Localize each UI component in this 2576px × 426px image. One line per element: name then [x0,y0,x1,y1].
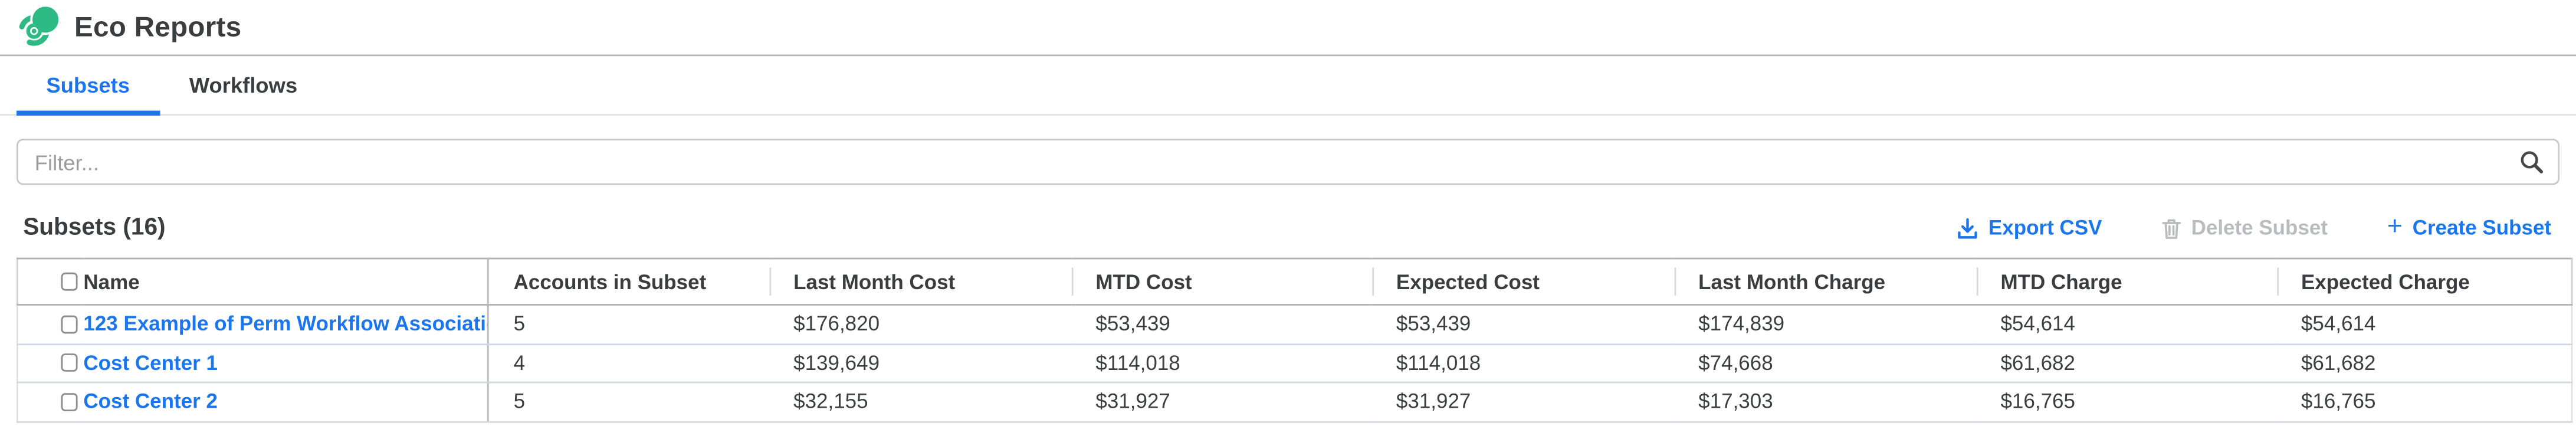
delete-subset-label: Delete Subset [2191,216,2328,240]
cell-mtd-cost: $53,439 [1071,304,1371,345]
cell-accounts: 5 [488,382,769,422]
subset-name-link[interactable]: Cost Center 1 [83,351,218,375]
row-checkbox[interactable] [61,353,78,372]
delete-subset-button[interactable]: Delete Subset [2161,217,2328,240]
filter-bar [16,139,2560,185]
export-csv-label: Export CSV [1988,216,2102,240]
col-header-expected-cost: Expected Cost [1371,257,1674,306]
col-header-last-month-charge: Last Month Charge [1673,257,1976,306]
row-checkbox[interactable] [61,392,78,411]
tab-workflows[interactable]: Workflows [159,56,327,114]
row-checkbox[interactable] [61,314,78,333]
trash-icon [2162,218,2181,238]
cell-accounts: 4 [488,343,769,384]
tab-subsets-label: Subsets [46,73,130,98]
cell-accounts: 5 [488,304,769,345]
cell-last-month-cost: $139,649 [769,343,1071,384]
cell-mtd-cost: $31,927 [1071,382,1371,422]
cell-expected-cost: $114,018 [1371,343,1674,384]
create-subset-button[interactable]: + Create Subset [2387,213,2552,241]
cell-expected-charge: $16,765 [2276,382,2573,422]
col-header-accounts: Accounts in Subset [488,257,769,306]
table-row: Cost Center 2 5 $32,155 $31,927 $31,927 … [16,382,2573,422]
tab-bar: Subsets Workflows [0,56,2576,116]
section-title: Subsets (16) [23,214,166,241]
select-all-checkbox[interactable] [61,272,78,291]
plus-icon: + [2387,213,2403,241]
cell-mtd-charge: $16,765 [1976,382,2276,422]
search-icon[interactable] [2520,150,2544,173]
table-actions: Export CSV Delete Subset + Create Subset [1957,213,2552,241]
filter-input[interactable] [16,139,2560,185]
select-all-cell [16,257,84,306]
subset-name-link[interactable]: Cost Center 2 [83,390,218,414]
cell-last-month-charge: $74,668 [1673,343,1976,384]
cell-last-month-cost: $176,820 [769,304,1071,345]
subset-name-link[interactable]: 123 Example of Perm Workflow Association [83,312,488,336]
cell-last-month-charge: $17,303 [1673,382,1976,422]
cell-expected-charge: $61,682 [2276,343,2573,384]
section-header: Subsets (16) Export CSV Delete Subset + … [23,213,2552,241]
active-tab-underline [16,110,160,116]
eco-swirl-logo-icon [18,6,60,46]
app-header: Eco Reports [0,0,2576,57]
tab-workflows-label: Workflows [189,73,298,98]
cell-last-month-cost: $32,155 [769,382,1071,422]
cell-expected-cost: $53,439 [1371,304,1674,345]
subsets-table: Name Accounts in Subset Last Month Cost … [16,257,2573,422]
cell-last-month-charge: $174,839 [1673,304,1976,345]
col-header-name: Name [83,257,489,306]
create-subset-label: Create Subset [2412,216,2552,240]
tab-subsets[interactable]: Subsets [16,56,160,116]
cell-mtd-charge: $54,614 [1976,304,2276,345]
cell-expected-charge: $54,614 [2276,304,2573,345]
cell-mtd-cost: $114,018 [1071,343,1371,384]
export-csv-button[interactable]: Export CSV [1957,217,2102,240]
table-header-row: Name Accounts in Subset Last Month Cost … [16,257,2573,306]
cell-mtd-charge: $61,682 [1976,343,2276,384]
page-title: Eco Reports [74,11,242,42]
col-header-last-month-cost: Last Month Cost [769,257,1071,306]
download-icon [1958,217,1978,238]
col-header-mtd-charge: MTD Charge [1976,257,2276,306]
cell-expected-cost: $31,927 [1371,382,1674,422]
table-row: Cost Center 1 4 $139,649 $114,018 $114,0… [16,343,2573,384]
col-header-expected-charge: Expected Charge [2276,257,2573,306]
col-header-mtd-cost: MTD Cost [1071,257,1371,306]
table-row: 123 Example of Perm Workflow Association… [16,304,2573,345]
